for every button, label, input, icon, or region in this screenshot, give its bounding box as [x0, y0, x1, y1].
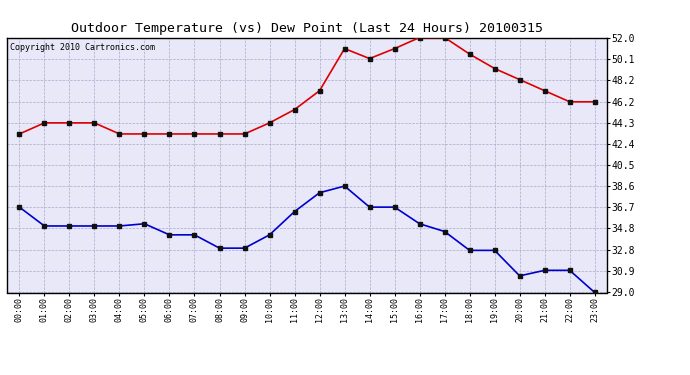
Title: Outdoor Temperature (vs) Dew Point (Last 24 Hours) 20100315: Outdoor Temperature (vs) Dew Point (Last…	[71, 22, 543, 35]
Text: Copyright 2010 Cartronics.com: Copyright 2010 Cartronics.com	[10, 43, 155, 52]
